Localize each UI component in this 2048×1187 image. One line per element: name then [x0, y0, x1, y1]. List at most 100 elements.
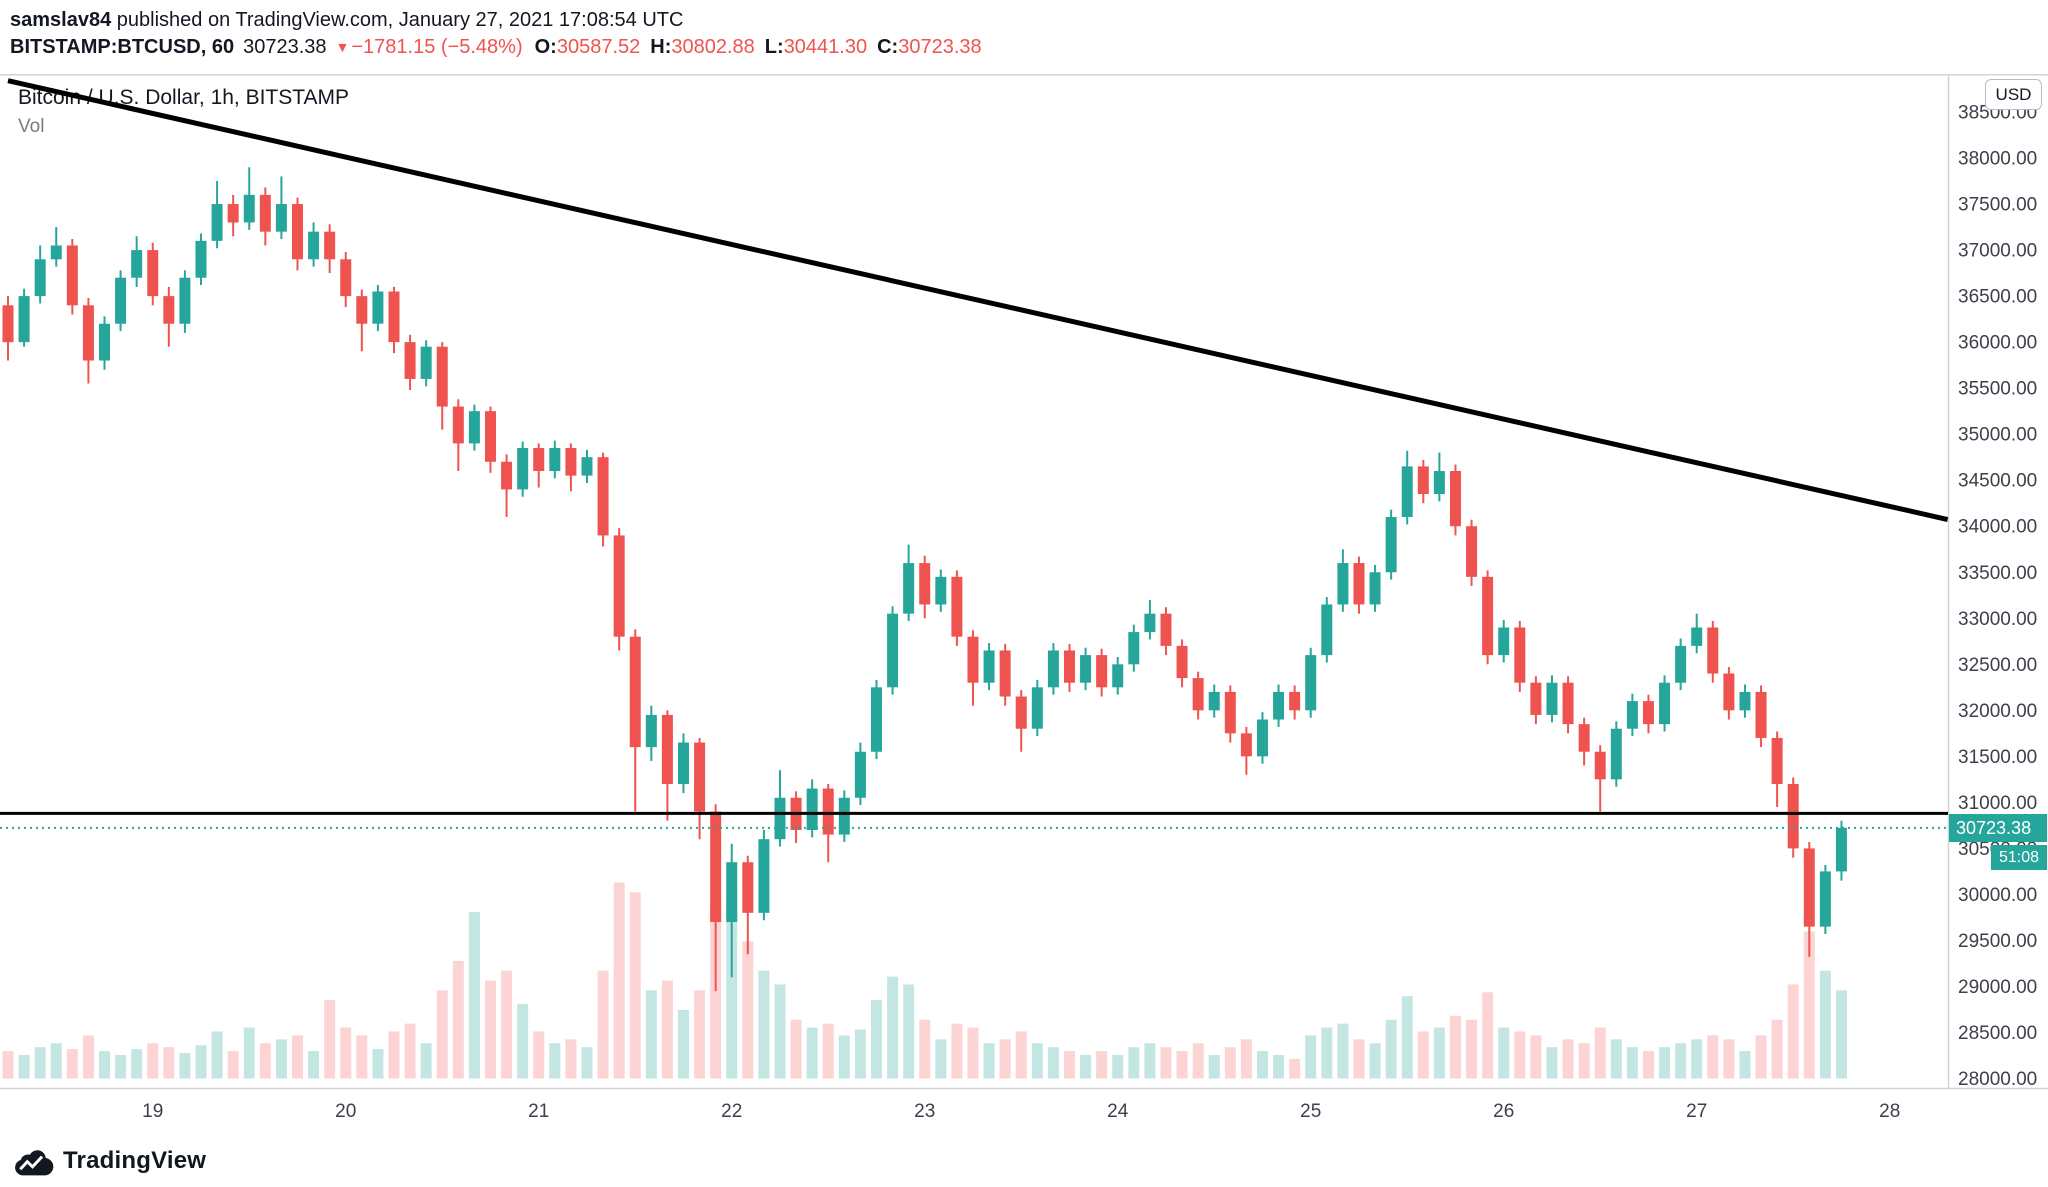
down-arrow-icon: ▼	[335, 39, 350, 55]
time-axis-label: 23	[914, 1101, 935, 1122]
volume-bar	[452, 960, 464, 1079]
candle	[484, 411, 496, 462]
price-axis-label: 28500.00	[1958, 1023, 2037, 1044]
candle	[388, 291, 400, 343]
candle	[1208, 691, 1220, 711]
volume-bar	[1675, 1043, 1687, 1079]
volume-bar	[1787, 984, 1799, 1079]
volume-bar	[1610, 1039, 1622, 1079]
candle	[613, 535, 625, 637]
volume-bar	[1369, 1043, 1381, 1079]
volume-bar	[420, 1043, 432, 1079]
candle	[758, 839, 770, 913]
currency-toggle-button[interactable]: USD	[1985, 79, 2042, 110]
volume-bar	[1482, 992, 1494, 1079]
candle	[565, 447, 577, 476]
candle	[1192, 678, 1204, 711]
time-axis-label: 19	[142, 1101, 163, 1122]
volume-bar	[1063, 1051, 1075, 1079]
candle	[1015, 696, 1027, 729]
volume-bar	[1015, 1031, 1027, 1079]
volume-bar	[854, 1029, 866, 1079]
open-value: O:30587.52	[534, 36, 641, 58]
volume-bar	[436, 990, 448, 1079]
candle	[179, 277, 191, 324]
volume-bar	[66, 1049, 78, 1079]
volume-bar	[1642, 1051, 1654, 1079]
volume-bar	[501, 970, 513, 1079]
candle	[308, 231, 320, 260]
price-axis-label: 38000.00	[1958, 149, 2037, 170]
tradingview-logo-icon[interactable]	[12, 1147, 54, 1176]
candle	[1803, 848, 1815, 927]
candle	[243, 194, 255, 223]
candle	[854, 751, 866, 798]
candle	[1771, 737, 1783, 784]
volume-bar	[1031, 1043, 1043, 1079]
volume-bar	[1337, 1023, 1349, 1079]
time-axis-label: 22	[721, 1101, 742, 1122]
candle	[726, 862, 738, 923]
close-label: C:	[877, 36, 899, 58]
candle	[211, 204, 223, 241]
candle	[356, 296, 368, 324]
volume-bar	[1739, 1051, 1751, 1079]
drawing-layers	[0, 78, 1949, 829]
candle	[1337, 563, 1349, 605]
volume-bar	[645, 990, 657, 1079]
time-axis-label: 24	[1107, 1101, 1129, 1122]
volume-bar	[661, 980, 673, 1079]
price-axis-label: 33500.00	[1958, 563, 2037, 584]
candle	[404, 342, 416, 379]
price-axis-label: 33000.00	[1958, 609, 2037, 630]
price-chart[interactable]: 38500.0038000.0037500.0037000.0036500.00…	[0, 74, 2048, 1135]
price-axis-label: 28000.00	[1958, 1069, 2037, 1090]
price-axis-label: 31000.00	[1958, 793, 2037, 814]
time-axis-label: 21	[528, 1101, 549, 1122]
publish-info: published on TradingView.com, January 27…	[111, 9, 684, 31]
volume-bar	[372, 1049, 384, 1079]
candle	[1514, 627, 1526, 683]
candle	[1289, 691, 1301, 711]
candle	[1063, 650, 1075, 683]
volume-bar	[340, 1027, 352, 1079]
candle	[677, 742, 689, 784]
volume-bar	[1208, 1055, 1220, 1079]
tradingview-wordmark[interactable]: TradingView	[63, 1147, 207, 1174]
candle	[1546, 682, 1558, 715]
candle	[951, 576, 963, 637]
candle	[468, 411, 480, 444]
volume-bar	[565, 1039, 577, 1079]
candle	[1449, 470, 1461, 527]
time-axis-label: 25	[1300, 1101, 1321, 1122]
price-axis-label: 37500.00	[1958, 195, 2037, 216]
descending-trendline[interactable]	[7, 78, 1949, 522]
volume-bar	[484, 980, 496, 1079]
candle	[98, 323, 110, 361]
volume-bar	[1385, 1019, 1397, 1079]
volume-bar	[1417, 1031, 1429, 1079]
volume-bar	[870, 1000, 882, 1079]
time-axis-label: 20	[335, 1101, 356, 1122]
candle	[1224, 691, 1236, 734]
volume-bar	[291, 1035, 303, 1079]
volume-bar	[18, 1055, 30, 1079]
bar-countdown-label: 51:08	[1991, 845, 2047, 870]
candle	[131, 250, 143, 278]
volume-bar	[195, 1045, 207, 1079]
price-axis-label: 30000.00	[1958, 885, 2037, 906]
volume-bar	[1819, 970, 1831, 1079]
volume-bar	[243, 1027, 255, 1079]
volume-bar	[1498, 1027, 1510, 1079]
candle	[1562, 682, 1574, 725]
volume-bar	[1578, 1043, 1590, 1079]
volume-bar	[581, 1047, 593, 1079]
volume-bar	[1240, 1039, 1252, 1079]
volume-bar	[629, 892, 641, 1079]
volume-bar	[468, 911, 480, 1079]
volume-bar	[259, 1043, 271, 1079]
candle	[887, 613, 899, 688]
candle	[2, 305, 14, 343]
price-change: ▼ −1781.15 (−5.48%)	[336, 33, 523, 62]
time-axis-label: 27	[1686, 1101, 1707, 1122]
